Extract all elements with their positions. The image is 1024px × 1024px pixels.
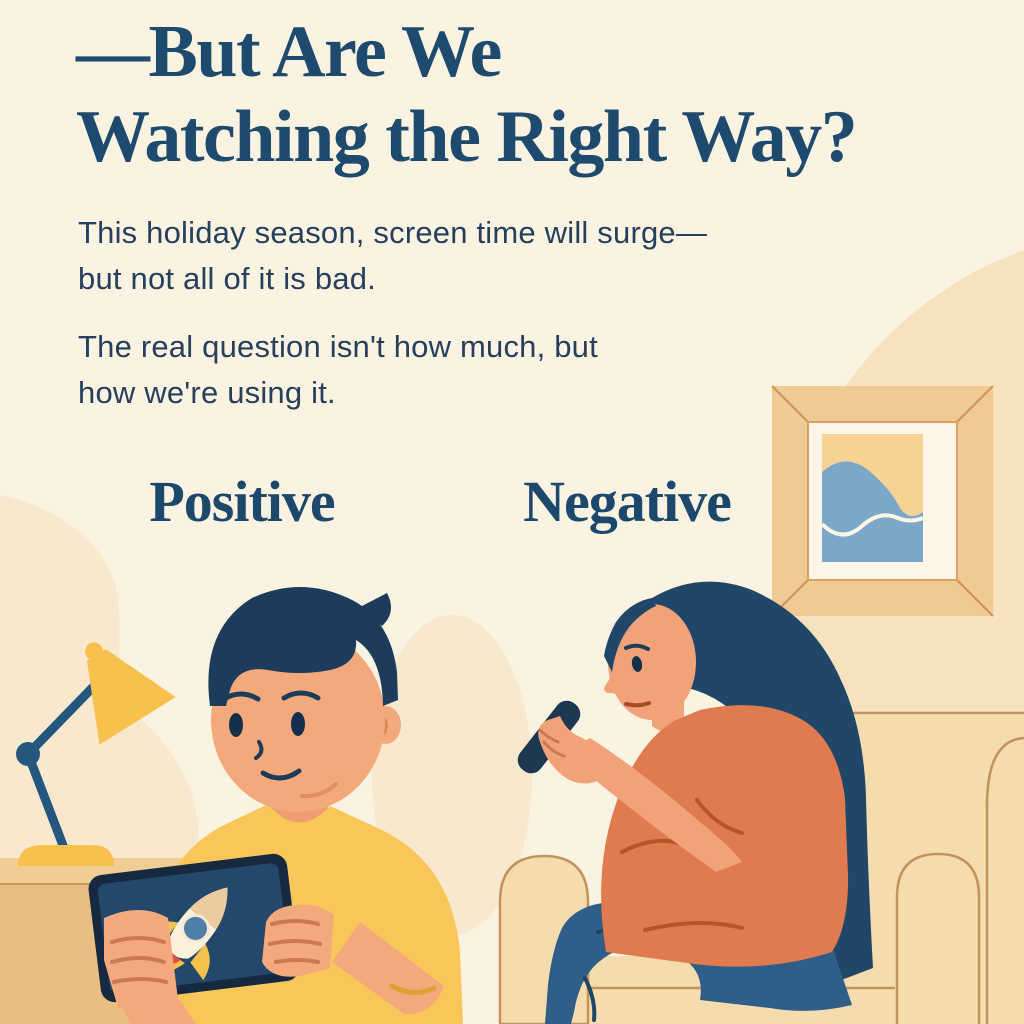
headline-line-1: —But Are We xyxy=(76,11,502,93)
intro-p2-line-1: The real question isn't how much, but xyxy=(78,329,598,364)
headline: —But Are We Watching the Right Way? xyxy=(76,10,1024,180)
picture-frame xyxy=(771,385,994,617)
intro-p1-line-1: This holiday season, screen time will su… xyxy=(78,215,708,250)
headline-line-2: Watching the Right Way? xyxy=(76,96,858,178)
positive-label: Positive xyxy=(149,469,335,534)
wall-art xyxy=(820,434,924,562)
boy-with-tablet xyxy=(88,587,463,1024)
desk-lamp-icon xyxy=(16,642,176,866)
intro-paragraph-1: This holiday season, screen time will su… xyxy=(78,210,838,302)
boy-hands xyxy=(104,904,334,1024)
intro-p2-line-2: how we're using it. xyxy=(78,375,336,410)
intro-paragraph-2: The real question isn't how much, but ho… xyxy=(78,324,838,416)
woman-with-phone xyxy=(517,581,873,1024)
intro-p1-line-2: but not all of it is bad. xyxy=(78,261,376,296)
negative-label: Negative xyxy=(523,469,732,534)
